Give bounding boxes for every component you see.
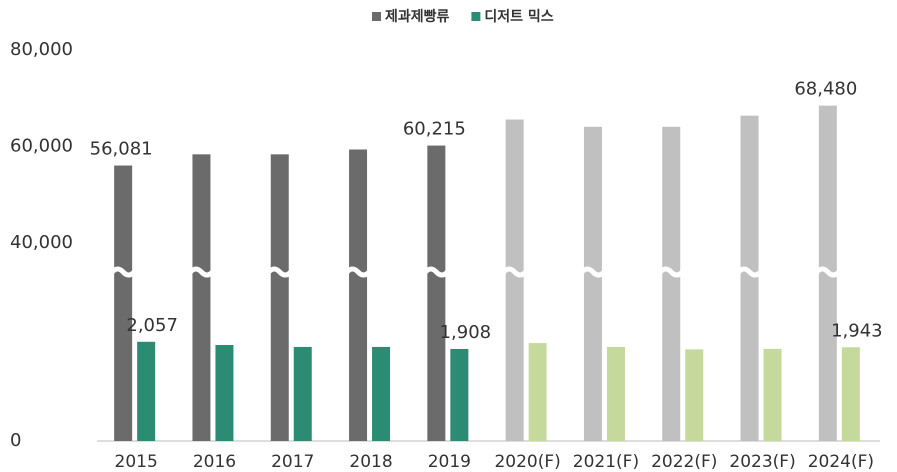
axis-break — [423, 266, 450, 278]
axis-break — [266, 266, 293, 278]
bar — [583, 126, 602, 442]
bar — [192, 154, 211, 441]
axis-break — [501, 266, 528, 278]
data-label: 56,081 — [90, 139, 153, 160]
bar — [662, 126, 681, 442]
x-tick-label: 2018 — [349, 452, 392, 472]
axis-break — [736, 266, 763, 278]
x-tick-label: 2015 — [115, 452, 158, 472]
bar — [740, 115, 759, 441]
bar — [114, 165, 133, 441]
bar — [606, 346, 625, 441]
y-tick-label: 40,000 — [10, 232, 73, 253]
bar — [293, 346, 312, 441]
bar — [450, 348, 469, 441]
bar — [528, 343, 547, 441]
data-label: 68,480 — [794, 79, 857, 100]
bar — [349, 149, 368, 441]
bar — [763, 348, 782, 441]
data-label: 60,215 — [403, 119, 466, 140]
data-label: 2,057 — [126, 315, 178, 336]
bar — [685, 349, 704, 441]
axis-break — [188, 266, 215, 278]
legend-swatch — [471, 12, 481, 21]
bar — [137, 341, 156, 441]
y-tick-label: 0 — [10, 430, 21, 451]
axis-break — [580, 266, 606, 278]
bar — [427, 145, 446, 441]
x-tick-label: 2017 — [271, 452, 314, 472]
axis-break — [815, 266, 841, 278]
data-label: 1,943 — [831, 320, 883, 341]
axis-break — [658, 266, 685, 278]
x-tick-label: 2016 — [193, 452, 236, 472]
y-tick-label: 60,000 — [10, 136, 73, 157]
x-tick-label: 2021(F) — [573, 452, 639, 472]
bar — [215, 345, 234, 441]
legend-label: 제과제빵류 — [385, 9, 450, 25]
bar — [270, 154, 289, 441]
axis-break — [110, 266, 136, 278]
bar — [505, 119, 524, 441]
bar — [841, 347, 860, 441]
x-tick-label: 2020(F) — [494, 452, 560, 472]
x-tick-label: 2023(F) — [729, 452, 795, 472]
legend-swatch — [372, 12, 381, 21]
data-label: 1,908 — [440, 322, 492, 343]
axis-break — [345, 266, 371, 278]
x-tick-label: 2019 — [428, 452, 471, 472]
x-tick-label: 2022(F) — [651, 452, 717, 472]
legend-label: 디저트 믹스 — [484, 8, 553, 25]
y-tick-label: 80,000 — [10, 39, 73, 60]
bar — [372, 346, 391, 441]
x-tick-label: 2024(F) — [808, 452, 874, 472]
